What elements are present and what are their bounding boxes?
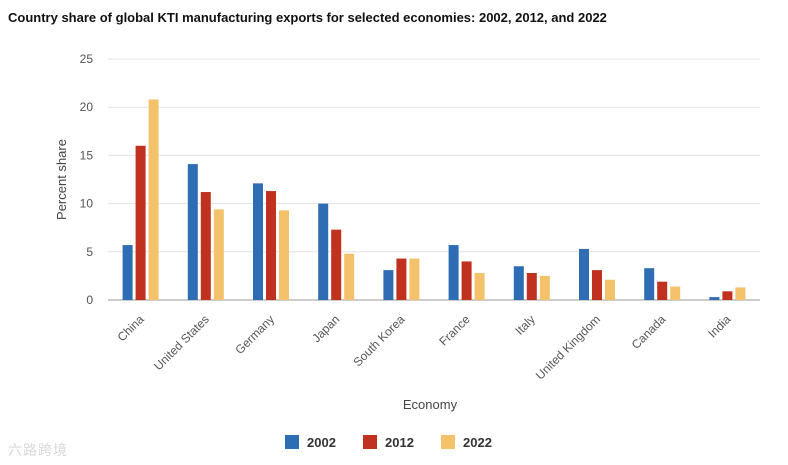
bar-2012 xyxy=(135,145,146,300)
legend-label-2002: 2002 xyxy=(307,435,336,450)
bar-2012 xyxy=(331,229,342,300)
y-tick-label: 20 xyxy=(80,100,94,114)
y-tick-label: 0 xyxy=(86,293,93,307)
bar-2022 xyxy=(670,286,681,300)
x-tick-label: Italy xyxy=(512,312,537,337)
bar-2012 xyxy=(200,192,211,300)
bar-2002 xyxy=(448,245,459,300)
bar-2002 xyxy=(318,203,329,300)
watermark-logo: 六路跨境 xyxy=(8,443,68,459)
chart-title: Country share of global KTI manufacturin… xyxy=(8,10,607,25)
x-tick-label: United States xyxy=(151,312,212,373)
x-axis-title: Economy xyxy=(403,397,458,412)
bar-2012 xyxy=(722,291,733,300)
bar-2012 xyxy=(396,258,407,300)
y-tick-label: 5 xyxy=(86,245,93,259)
x-tick-label: Japan xyxy=(309,312,342,345)
bar-2002 xyxy=(122,245,133,300)
bar-2022 xyxy=(344,253,355,300)
bar-2002 xyxy=(383,270,394,300)
y-tick-label: 10 xyxy=(80,197,94,211)
bar-2012 xyxy=(461,261,472,300)
x-tick-label: Germany xyxy=(232,312,277,357)
x-tick-label: India xyxy=(705,312,734,341)
x-tick-label: Canada xyxy=(629,312,669,352)
bar-2002 xyxy=(187,164,198,300)
x-tick-label: France xyxy=(436,312,473,349)
legend-swatch-2022 xyxy=(441,435,455,449)
bar-2002 xyxy=(253,183,263,300)
bar-2012 xyxy=(266,191,276,300)
legend-swatch-2002 xyxy=(285,435,299,449)
y-tick-label: 15 xyxy=(80,148,94,162)
y-tick-label: 25 xyxy=(80,52,94,66)
bar-2022 xyxy=(539,275,550,300)
legend-swatch-2012 xyxy=(363,435,377,449)
bar-2022 xyxy=(279,210,289,300)
bar-2022 xyxy=(735,287,746,300)
x-tick-label: South Korea xyxy=(350,312,407,369)
bar-2002 xyxy=(644,268,655,300)
x-tick-label: United Kingdom xyxy=(533,312,603,382)
legend-label-2022: 2022 xyxy=(463,435,492,450)
y-axis-title: Percent share xyxy=(54,139,69,220)
bar-2012 xyxy=(526,273,537,300)
bar-2002 xyxy=(513,266,524,300)
bar-2022 xyxy=(605,279,615,300)
legend-label-2012: 2012 xyxy=(385,435,414,450)
bar-2012 xyxy=(657,281,668,300)
bar-2022 xyxy=(148,99,159,300)
bar-2022 xyxy=(409,258,420,300)
bar-2022 xyxy=(213,209,224,300)
x-tick-label: China xyxy=(115,312,147,344)
bar-2002 xyxy=(709,297,720,300)
bar-2012 xyxy=(592,270,602,300)
bar-2002 xyxy=(579,248,589,300)
bar-2022 xyxy=(474,273,485,300)
